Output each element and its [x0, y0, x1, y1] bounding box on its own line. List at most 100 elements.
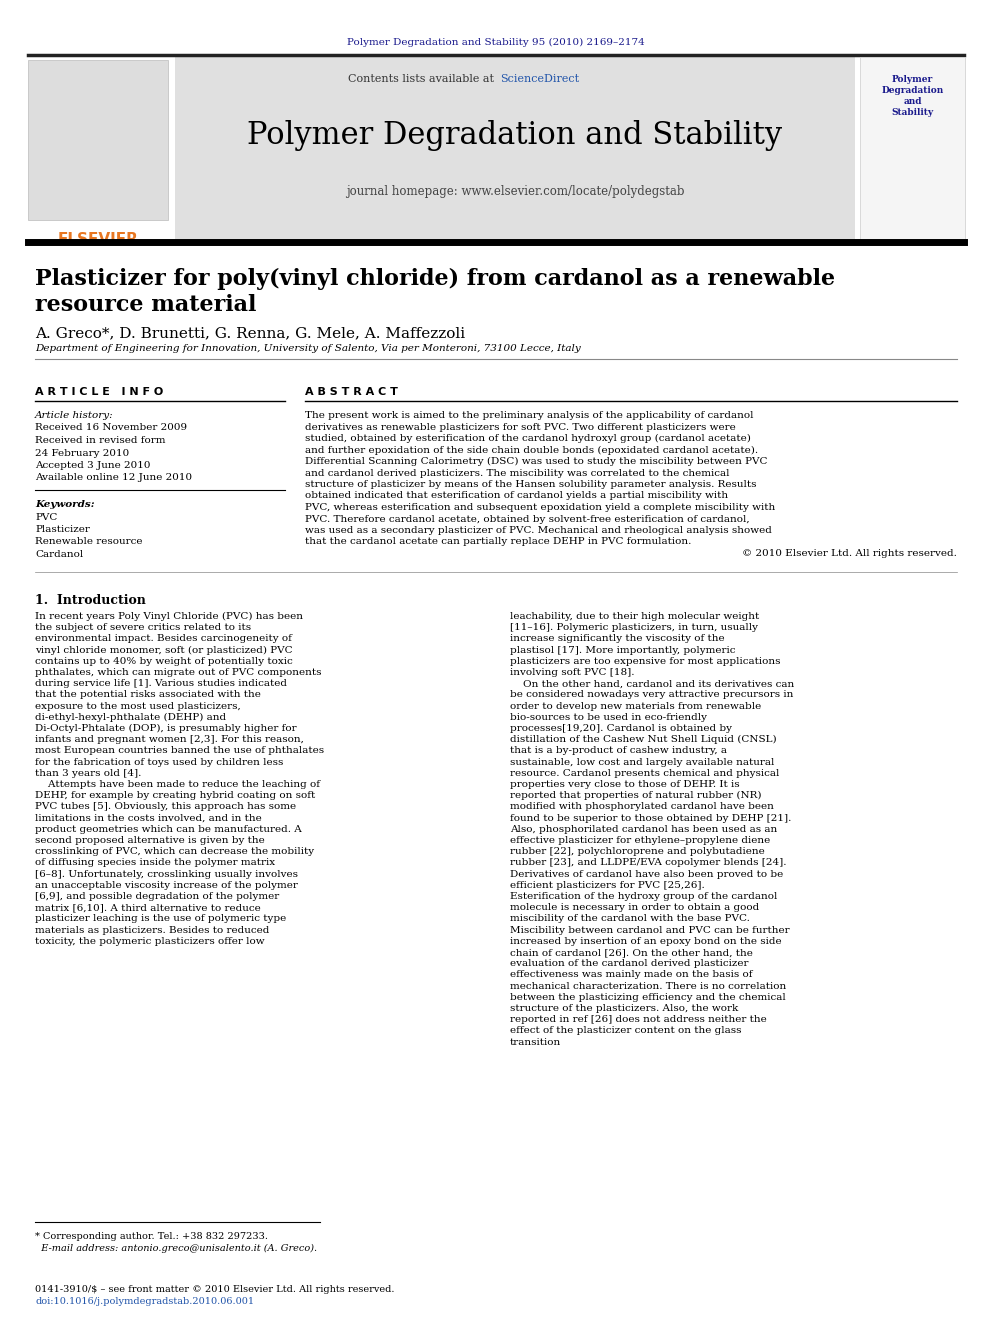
- Text: phthalates, which can migrate out of PVC components: phthalates, which can migrate out of PVC…: [35, 668, 321, 677]
- Text: journal homepage: www.elsevier.com/locate/polydegstab: journal homepage: www.elsevier.com/locat…: [346, 185, 684, 198]
- Text: Available online 12 June 2010: Available online 12 June 2010: [35, 474, 192, 483]
- Text: In recent years Poly Vinyl Chloride (PVC) has been: In recent years Poly Vinyl Chloride (PVC…: [35, 613, 303, 620]
- Text: than 3 years old [4].: than 3 years old [4].: [35, 769, 142, 778]
- Text: chain of cardanol [26]. On the other hand, the: chain of cardanol [26]. On the other han…: [510, 949, 753, 957]
- Text: second proposed alternative is given by the: second proposed alternative is given by …: [35, 836, 265, 845]
- Text: resource material: resource material: [35, 294, 256, 316]
- Text: [6–8]. Unfortunately, crosslinking usually involves: [6–8]. Unfortunately, crosslinking usual…: [35, 869, 298, 878]
- Text: Contents lists available at: Contents lists available at: [347, 74, 497, 83]
- Text: PVC tubes [5]. Obviously, this approach has some: PVC tubes [5]. Obviously, this approach …: [35, 803, 297, 811]
- Bar: [175, 57, 855, 242]
- Text: ScienceDirect: ScienceDirect: [500, 74, 579, 83]
- Text: plasticizer leaching is the use of polymeric type: plasticizer leaching is the use of polym…: [35, 914, 287, 923]
- Text: E-mail address: antonio.greco@unisalento.it (A. Greco).: E-mail address: antonio.greco@unisalento…: [35, 1244, 317, 1253]
- Text: doi:10.1016/j.polymdegradstab.2010.06.001: doi:10.1016/j.polymdegradstab.2010.06.00…: [35, 1297, 254, 1306]
- Bar: [28, 60, 168, 220]
- Text: sustainable, low cost and largely available natural: sustainable, low cost and largely availa…: [510, 758, 775, 766]
- Text: mechanical characterization. There is no correlation: mechanical characterization. There is no…: [510, 982, 787, 991]
- Text: increased by insertion of an epoxy bond on the side: increased by insertion of an epoxy bond …: [510, 937, 782, 946]
- Text: rubber [22], polychloroprene and polybutadiene: rubber [22], polychloroprene and polybut…: [510, 847, 765, 856]
- Text: limitations in the costs involved, and in the: limitations in the costs involved, and i…: [35, 814, 262, 823]
- Text: Polymer
Degradation
and
Stability: Polymer Degradation and Stability: [881, 75, 943, 118]
- Text: Renewable resource: Renewable resource: [35, 537, 143, 546]
- Text: Received in revised form: Received in revised form: [35, 437, 166, 445]
- Text: Keywords:: Keywords:: [35, 500, 94, 509]
- Text: order to develop new materials from renewable: order to develop new materials from rene…: [510, 701, 761, 710]
- Text: [6,9], and possible degradation of the polymer: [6,9], and possible degradation of the p…: [35, 892, 280, 901]
- Text: 1.  Introduction: 1. Introduction: [35, 594, 146, 607]
- Text: PVC. Therefore cardanol acetate, obtained by solvent-free esterification of card: PVC. Therefore cardanol acetate, obtaine…: [305, 515, 750, 524]
- Text: obtained indicated that esterification of cardanol yields a partial miscibility : obtained indicated that esterification o…: [305, 492, 728, 500]
- Text: exposure to the most used plasticizers,: exposure to the most used plasticizers,: [35, 701, 241, 710]
- Text: during service life [1]. Various studies indicated: during service life [1]. Various studies…: [35, 679, 287, 688]
- Text: Also, phosphorilated cardanol has been used as an: Also, phosphorilated cardanol has been u…: [510, 824, 778, 833]
- Text: Differential Scanning Calorimetry (DSC) was used to study the miscibility betwee: Differential Scanning Calorimetry (DSC) …: [305, 456, 768, 466]
- Text: transition: transition: [510, 1037, 561, 1046]
- Text: found to be superior to those obtained by DEHP [21].: found to be superior to those obtained b…: [510, 814, 792, 823]
- Text: toxicity, the polymeric plasticizers offer low: toxicity, the polymeric plasticizers off…: [35, 937, 265, 946]
- Text: and further epoxidation of the side chain double bonds (epoxidated cardanol acet: and further epoxidation of the side chai…: [305, 446, 758, 455]
- Text: that is a by-product of cashew industry, a: that is a by-product of cashew industry,…: [510, 746, 727, 755]
- Text: an unacceptable viscosity increase of the polymer: an unacceptable viscosity increase of th…: [35, 881, 298, 890]
- Text: structure of plasticizer by means of the Hansen solubility parameter analysis. R: structure of plasticizer by means of the…: [305, 480, 757, 490]
- Text: Esterification of the hydroxy group of the cardanol: Esterification of the hydroxy group of t…: [510, 892, 778, 901]
- Text: ELSEVIER: ELSEVIER: [58, 232, 139, 247]
- Text: A R T I C L E   I N F O: A R T I C L E I N F O: [35, 388, 164, 397]
- Text: The present work is aimed to the preliminary analysis of the applicability of ca: The present work is aimed to the prelimi…: [305, 411, 754, 419]
- Text: matrix [6,10]. A third alternative to reduce: matrix [6,10]. A third alternative to re…: [35, 904, 261, 912]
- Text: most European countries banned the use of phthalates: most European countries banned the use o…: [35, 746, 324, 755]
- Bar: [860, 57, 965, 242]
- Text: plasticizers are too expensive for most applications: plasticizers are too expensive for most …: [510, 656, 781, 665]
- Text: reported in ref [26] does not address neither the: reported in ref [26] does not address ne…: [510, 1015, 767, 1024]
- Text: effectiveness was mainly made on the basis of: effectiveness was mainly made on the bas…: [510, 970, 753, 979]
- Text: * Corresponding author. Tel.: +38 832 297233.: * Corresponding author. Tel.: +38 832 29…: [35, 1232, 268, 1241]
- Text: was used as a secondary plasticizer of PVC. Mechanical and rheological analysis : was used as a secondary plasticizer of P…: [305, 527, 772, 534]
- Text: evaluation of the cardanol derived plasticizer: evaluation of the cardanol derived plast…: [510, 959, 749, 968]
- Text: On the other hand, cardanol and its derivatives can: On the other hand, cardanol and its deri…: [510, 679, 795, 688]
- Text: Polymer Degradation and Stability 95 (2010) 2169–2174: Polymer Degradation and Stability 95 (20…: [347, 38, 645, 48]
- Text: environmental impact. Besides carcinogeneity of: environmental impact. Besides carcinogen…: [35, 635, 292, 643]
- Text: materials as plasticizers. Besides to reduced: materials as plasticizers. Besides to re…: [35, 926, 270, 934]
- Text: increase significantly the viscosity of the: increase significantly the viscosity of …: [510, 635, 724, 643]
- Text: efficient plasticizers for PVC [25,26].: efficient plasticizers for PVC [25,26].: [510, 881, 704, 890]
- Text: the subject of severe critics related to its: the subject of severe critics related to…: [35, 623, 251, 632]
- Text: molecule is necessary in order to obtain a good: molecule is necessary in order to obtain…: [510, 904, 759, 912]
- Text: DEHP, for example by creating hybrid coating on soft: DEHP, for example by creating hybrid coa…: [35, 791, 315, 800]
- Text: Accepted 3 June 2010: Accepted 3 June 2010: [35, 460, 151, 470]
- Text: between the plasticizing efficiency and the chemical: between the plasticizing efficiency and …: [510, 992, 786, 1002]
- Text: Attempts have been made to reduce the leaching of: Attempts have been made to reduce the le…: [35, 781, 320, 789]
- Text: A. Greco*, D. Brunetti, G. Renna, G. Mele, A. Maffezzoli: A. Greco*, D. Brunetti, G. Renna, G. Mel…: [35, 325, 465, 340]
- Text: [11–16]. Polymeric plasticizers, in turn, usually: [11–16]. Polymeric plasticizers, in turn…: [510, 623, 758, 632]
- Text: bio-sources to be used in eco-friendly: bio-sources to be used in eco-friendly: [510, 713, 707, 722]
- Text: processes[19,20]. Cardanol is obtained by: processes[19,20]. Cardanol is obtained b…: [510, 724, 732, 733]
- Text: that the cardanol acetate can partially replace DEHP in PVC formulation.: that the cardanol acetate can partially …: [305, 537, 691, 546]
- Text: properties very close to those of DEHP. It is: properties very close to those of DEHP. …: [510, 781, 740, 789]
- Text: Plasticizer: Plasticizer: [35, 525, 90, 534]
- Text: rubber [23], and LLDPE/EVA copolymer blends [24].: rubber [23], and LLDPE/EVA copolymer ble…: [510, 859, 787, 868]
- Text: miscibility of the cardanol with the base PVC.: miscibility of the cardanol with the bas…: [510, 914, 750, 923]
- Text: of diffusing species inside the polymer matrix: of diffusing species inside the polymer …: [35, 859, 275, 868]
- Text: A B S T R A C T: A B S T R A C T: [305, 388, 398, 397]
- Text: studied, obtained by esterification of the cardanol hydroxyl group (cardanol ace: studied, obtained by esterification of t…: [305, 434, 751, 443]
- Text: Polymer Degradation and Stability: Polymer Degradation and Stability: [247, 120, 783, 151]
- Text: modified with phosphorylated cardanol have been: modified with phosphorylated cardanol ha…: [510, 803, 774, 811]
- Text: structure of the plasticizers. Also, the work: structure of the plasticizers. Also, the…: [510, 1004, 738, 1013]
- Text: PVC, whereas esterification and subsequent epoxidation yield a complete miscibil: PVC, whereas esterification and subseque…: [305, 503, 776, 512]
- Text: derivatives as renewable plasticizers for soft PVC. Two different plasticizers w: derivatives as renewable plasticizers fo…: [305, 422, 736, 431]
- Text: distillation of the Cashew Nut Shell Liquid (CNSL): distillation of the Cashew Nut Shell Liq…: [510, 736, 777, 745]
- Text: © 2010 Elsevier Ltd. All rights reserved.: © 2010 Elsevier Ltd. All rights reserved…: [742, 549, 957, 558]
- Text: PVC: PVC: [35, 512, 58, 521]
- Text: 24 February 2010: 24 February 2010: [35, 448, 129, 458]
- Text: Received 16 November 2009: Received 16 November 2009: [35, 423, 187, 433]
- Text: infants and pregnant women [2,3]. For this reason,: infants and pregnant women [2,3]. For th…: [35, 736, 304, 745]
- Text: that the potential risks associated with the: that the potential risks associated with…: [35, 691, 261, 700]
- Text: crosslinking of PVC, which can decrease the mobility: crosslinking of PVC, which can decrease …: [35, 847, 314, 856]
- Text: 0141-3910/$ – see front matter © 2010 Elsevier Ltd. All rights reserved.: 0141-3910/$ – see front matter © 2010 El…: [35, 1285, 395, 1294]
- Text: for the fabrication of toys used by children less: for the fabrication of toys used by chil…: [35, 758, 284, 766]
- Text: and cardanol derived plasticizers. The miscibility was correlated to the chemica: and cardanol derived plasticizers. The m…: [305, 468, 729, 478]
- Text: contains up to 40% by weight of potentially toxic: contains up to 40% by weight of potentia…: [35, 656, 293, 665]
- Text: reported that properties of natural rubber (NR): reported that properties of natural rubb…: [510, 791, 762, 800]
- Text: be considered nowadays very attractive precursors in: be considered nowadays very attractive p…: [510, 691, 794, 700]
- Text: leachability, due to their high molecular weight: leachability, due to their high molecula…: [510, 613, 759, 620]
- Text: Miscibility between cardanol and PVC can be further: Miscibility between cardanol and PVC can…: [510, 926, 790, 934]
